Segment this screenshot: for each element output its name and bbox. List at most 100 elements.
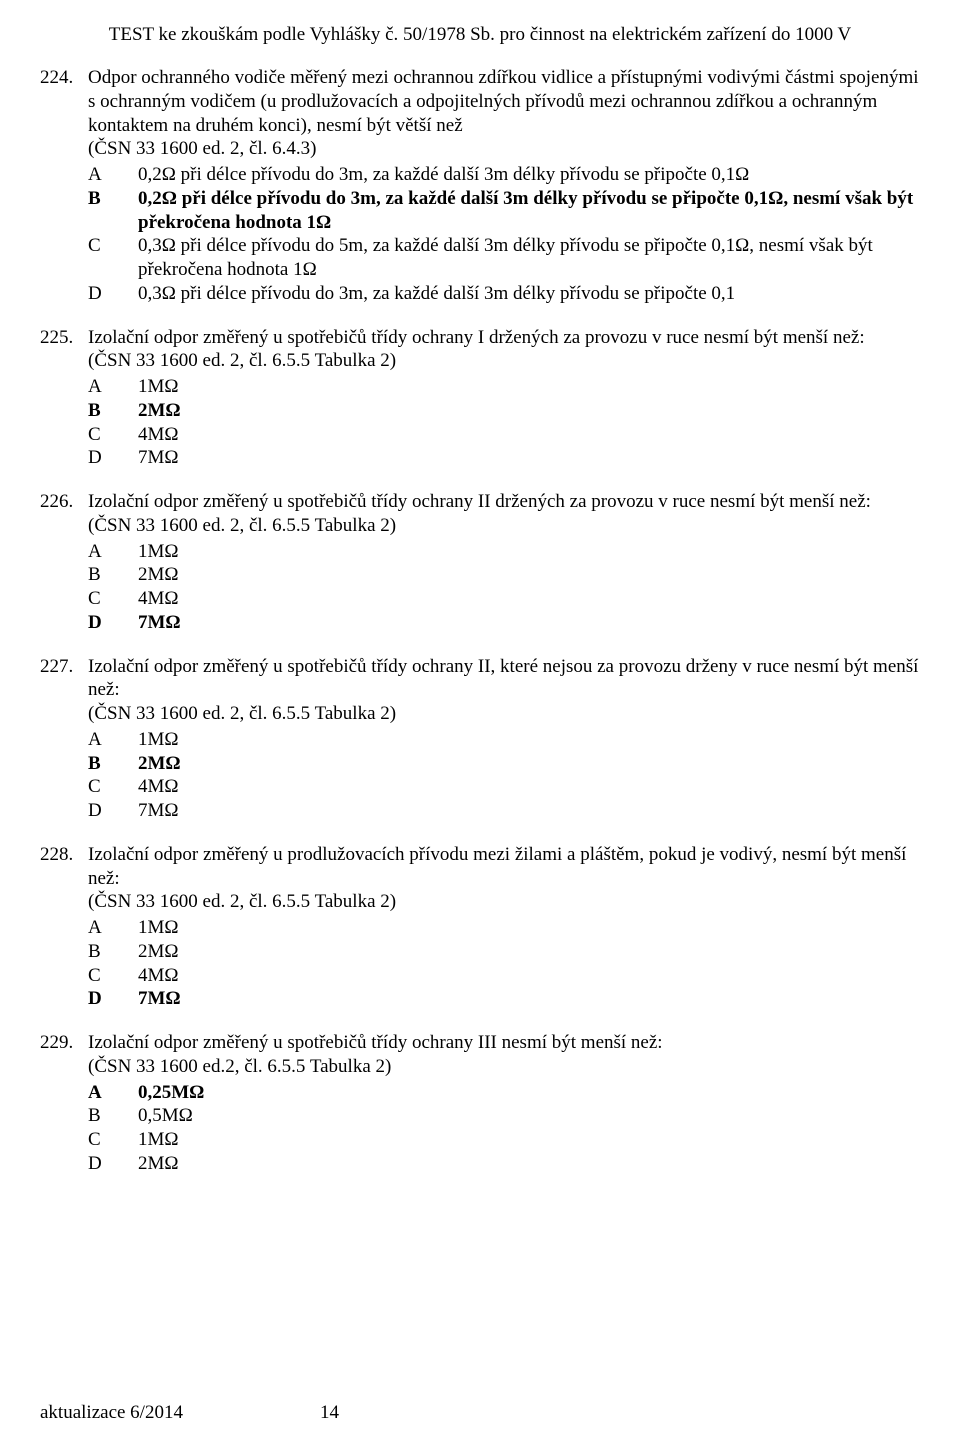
option-text: 7MΩ [138, 446, 920, 470]
question-text: Izolační odpor změřený u spotřebičů tříd… [88, 1031, 920, 1055]
option-row: A1MΩ [88, 916, 920, 940]
page-footer: aktualizace 6/2014 14 [40, 1402, 920, 1424]
option-row: A0,2Ω při délce přívodu do 3m, za každé … [88, 163, 920, 187]
option-row: C1MΩ [88, 1128, 920, 1152]
option-row: C4MΩ [88, 964, 920, 988]
option-letter: B [88, 563, 138, 587]
option-letter: C [88, 775, 138, 799]
option-row: B0,2Ω při délce přívodu do 3m, za každé … [88, 187, 920, 235]
option-text: 0,2Ω při délce přívodu do 3m, za každé d… [138, 187, 920, 235]
option-row: A0,25MΩ [88, 1081, 920, 1105]
option-text: 0,3Ω při délce přívodu do 3m, za každé d… [138, 282, 920, 306]
option-letter: A [88, 540, 138, 564]
option-text: 0,2Ω při délce přívodu do 3m, za každé d… [138, 163, 920, 187]
question-number: 224. [40, 66, 88, 90]
option-row: A1MΩ [88, 375, 920, 399]
option-letter: B [88, 187, 138, 211]
option-letter: B [88, 752, 138, 776]
options: A1MΩB2MΩC4MΩD7MΩ [88, 728, 920, 823]
question-number: 229. [40, 1031, 88, 1055]
question-text: Odpor ochranného vodiče měřený mezi ochr… [88, 66, 920, 137]
questions-container: 224.Odpor ochranného vodiče měřený mezi … [40, 66, 920, 1176]
option-letter: C [88, 1128, 138, 1152]
options: A0,2Ω při délce přívodu do 3m, za každé … [88, 163, 920, 306]
option-text: 7MΩ [138, 611, 920, 635]
question-text: Izolační odpor změřený u spotřebičů tříd… [88, 326, 920, 350]
option-row: A1MΩ [88, 540, 920, 564]
option-row: B2MΩ [88, 563, 920, 587]
option-text: 0,5MΩ [138, 1104, 920, 1128]
option-letter: B [88, 940, 138, 964]
option-letter: B [88, 399, 138, 423]
option-letter: C [88, 423, 138, 447]
option-text: 0,25MΩ [138, 1081, 920, 1105]
question-body: Izolační odpor změřený u spotřebičů tříd… [88, 655, 920, 823]
option-text: 1MΩ [138, 540, 920, 564]
option-row: D0,3Ω při délce přívodu do 3m, za každé … [88, 282, 920, 306]
option-row: D7MΩ [88, 799, 920, 823]
question-text: Izolační odpor změřený u spotřebičů tříd… [88, 490, 920, 514]
question-reference: (ČSN 33 1600 ed.2, čl. 6.5.5 Tabulka 2) [88, 1055, 920, 1079]
question-row: 227.Izolační odpor změřený u spotřebičů … [40, 655, 920, 823]
question-number: 228. [40, 843, 88, 867]
option-text: 2MΩ [138, 1152, 920, 1176]
options: A1MΩB2MΩC4MΩD7MΩ [88, 540, 920, 635]
option-row: B2MΩ [88, 399, 920, 423]
option-text: 2MΩ [138, 399, 920, 423]
option-text: 4MΩ [138, 775, 920, 799]
option-letter: D [88, 799, 138, 823]
question-reference: (ČSN 33 1600 ed. 2, čl. 6.5.5 Tabulka 2) [88, 514, 920, 538]
option-row: B0,5MΩ [88, 1104, 920, 1128]
option-row: D7MΩ [88, 987, 920, 1011]
option-row: C0,3Ω při délce přívodu do 5m, za každé … [88, 234, 920, 282]
page: TEST ke zkouškám podle Vyhlášky č. 50/19… [0, 0, 960, 1444]
option-text: 4MΩ [138, 423, 920, 447]
question-body: Izolační odpor změřený u prodlužovacích … [88, 843, 920, 1011]
option-row: C4MΩ [88, 423, 920, 447]
question: 227.Izolační odpor změřený u spotřebičů … [40, 655, 920, 823]
option-row: B2MΩ [88, 752, 920, 776]
question-reference: (ČSN 33 1600 ed. 2, čl. 6.4.3) [88, 137, 920, 161]
question-body: Izolační odpor změřený u spotřebičů tříd… [88, 326, 920, 471]
question-row: 229.Izolační odpor změřený u spotřebičů … [40, 1031, 920, 1176]
question-row: 228.Izolační odpor změřený u prodlužovac… [40, 843, 920, 1011]
option-letter: D [88, 446, 138, 470]
question-number: 225. [40, 326, 88, 350]
option-row: C4MΩ [88, 587, 920, 611]
option-letter: A [88, 728, 138, 752]
option-letter: D [88, 1152, 138, 1176]
option-letter: A [88, 916, 138, 940]
question-body: Odpor ochranného vodiče měřený mezi ochr… [88, 66, 920, 306]
question: 226.Izolační odpor změřený u spotřebičů … [40, 490, 920, 635]
question-text: Izolační odpor změřený u spotřebičů tříd… [88, 655, 920, 703]
question: 225.Izolační odpor změřený u spotřebičů … [40, 326, 920, 471]
question-body: Izolační odpor změřený u spotřebičů tříd… [88, 1031, 920, 1176]
question: 228.Izolační odpor změřený u prodlužovac… [40, 843, 920, 1011]
option-letter: A [88, 163, 138, 187]
page-title: TEST ke zkouškám podle Vyhlášky č. 50/19… [40, 24, 920, 46]
option-row: D7MΩ [88, 611, 920, 635]
option-row: A1MΩ [88, 728, 920, 752]
question-row: 224.Odpor ochranného vodiče měřený mezi … [40, 66, 920, 306]
option-letter: A [88, 1081, 138, 1105]
question-reference: (ČSN 33 1600 ed. 2, čl. 6.5.5 Tabulka 2) [88, 890, 920, 914]
option-letter: C [88, 964, 138, 988]
option-row: C4MΩ [88, 775, 920, 799]
question-number: 226. [40, 490, 88, 514]
question-text: Izolační odpor změřený u prodlužovacích … [88, 843, 920, 891]
footer-page-number: 14 [320, 1402, 339, 1424]
option-text: 4MΩ [138, 964, 920, 988]
option-text: 1MΩ [138, 728, 920, 752]
option-letter: D [88, 611, 138, 635]
option-letter: D [88, 987, 138, 1011]
question-body: Izolační odpor změřený u spotřebičů tříd… [88, 490, 920, 635]
option-text: 1MΩ [138, 916, 920, 940]
question-number: 227. [40, 655, 88, 679]
options: A1MΩB2MΩC4MΩD7MΩ [88, 916, 920, 1011]
option-letter: C [88, 234, 138, 258]
option-text: 2MΩ [138, 752, 920, 776]
option-row: D2MΩ [88, 1152, 920, 1176]
option-text: 4MΩ [138, 587, 920, 611]
question: 229.Izolační odpor změřený u spotřebičů … [40, 1031, 920, 1176]
option-text: 1MΩ [138, 375, 920, 399]
